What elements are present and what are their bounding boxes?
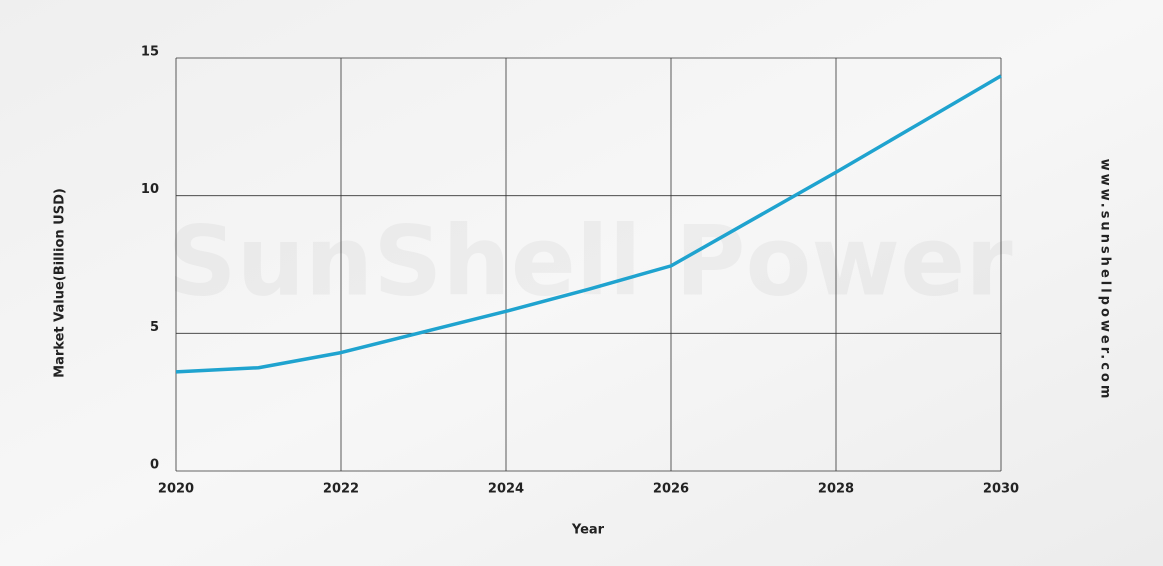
y-tick-label: 0 xyxy=(150,458,159,473)
x-tick-label: 2024 xyxy=(488,482,524,497)
x-tick-label: 2026 xyxy=(653,482,689,497)
watermark: SunShell Power xyxy=(167,205,1013,317)
x-tick-label: 2028 xyxy=(818,482,854,497)
y-tick-label: 10 xyxy=(141,182,159,197)
y-axis-label: Market Value(Billion USD) xyxy=(53,188,68,378)
x-axis-label: Year xyxy=(571,523,605,538)
x-tick-label: 2020 xyxy=(158,482,194,497)
y-tick-label: 15 xyxy=(141,45,159,60)
line xyxy=(175,74,1002,374)
side-text: www.sunshellpower.com xyxy=(1098,159,1113,402)
y-tick-label: 5 xyxy=(150,320,159,335)
x-tick-label: 2022 xyxy=(323,482,359,497)
x-tick-label: 2030 xyxy=(983,482,1019,497)
